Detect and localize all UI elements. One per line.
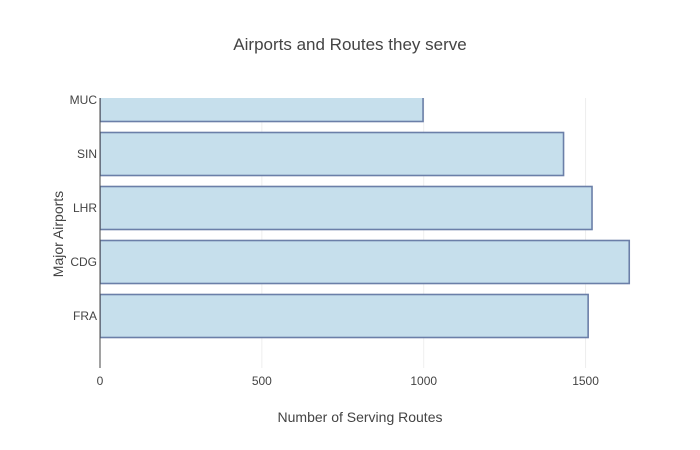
y-tick-label-sin: SIN — [77, 147, 97, 161]
y-tick-label-lhr: LHR — [73, 201, 97, 215]
y-tick-label-cdg: CDG — [70, 255, 97, 269]
bar-sin[interactable] — [100, 131, 565, 177]
bar-muc[interactable] — [100, 79, 424, 123]
bars-layer — [100, 79, 631, 339]
bar-fra[interactable] — [100, 293, 589, 339]
y-axis-label: Major Airports — [50, 191, 66, 277]
bar-cdg[interactable] — [100, 239, 631, 285]
x-tick-label: 1500 — [572, 374, 599, 388]
y-tick-labels: FRA CDG LHR SIN MUC — [70, 93, 98, 323]
y-tick-label-fra: FRA — [73, 309, 97, 323]
chart-title: Airports and Routes they serve — [233, 35, 466, 54]
x-tick-labels: 0 500 1000 1500 — [97, 374, 600, 388]
x-tick-label: 1000 — [410, 374, 437, 388]
bar-lhr[interactable] — [100, 185, 593, 231]
x-tick-label: 500 — [252, 374, 272, 388]
y-tick-label-muc: MUC — [70, 93, 98, 107]
x-tick-label: 0 — [97, 374, 104, 388]
x-axis-label: Number of Serving Routes — [278, 409, 443, 425]
